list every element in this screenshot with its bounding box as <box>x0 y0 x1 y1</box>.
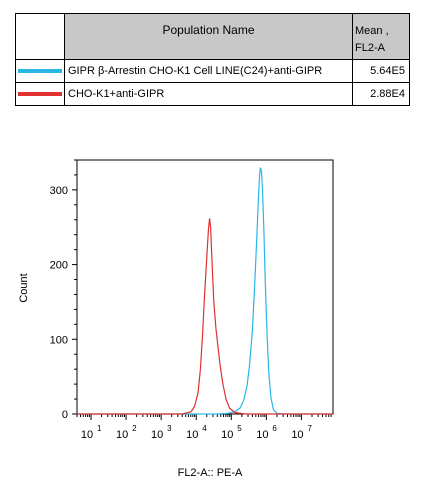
legend-row: CHO-K1+anti-GIPR 2.88E4 <box>15 82 410 106</box>
x-tick-label: 10 <box>221 429 233 441</box>
plot-layer: 0 100 200 300 10 1 10 2 10 3 10 4 10 5 10 6 10 7 <box>50 159 334 441</box>
y-axis-label: Count <box>18 273 30 302</box>
x-tick-exponent: 4 <box>202 424 207 433</box>
x-axis-label: FL2-A:: PE-A <box>178 467 243 479</box>
x-tick-label: 10 <box>291 429 303 441</box>
legend-swatch-red <box>18 92 62 96</box>
x-tick-exponent: 2 <box>132 424 137 433</box>
x-tick-label: 10 <box>116 429 128 441</box>
legend-table: Population Name Mean , FL2-A GIPR β-Arres… <box>15 13 410 106</box>
histogram-series-line <box>77 167 333 415</box>
legend-series-mean: 2.88E4 <box>352 82 410 106</box>
y-tick-label: 100 <box>50 334 68 346</box>
x-tick-exponent: 1 <box>97 424 102 433</box>
legend-header-blank <box>15 13 65 60</box>
y-tick-label: 300 <box>50 185 68 197</box>
legend-series-mean: 5.64E5 <box>352 59 410 83</box>
legend-series-name: CHO-K1+anti-GIPR <box>64 82 353 106</box>
legend-swatch-cell <box>15 59 65 83</box>
legend-swatch-blue <box>18 69 62 73</box>
legend-row: GIPR β-Arrestin CHO-K1 Cell LINE(C24)+an… <box>15 59 410 83</box>
x-tick-label: 10 <box>81 429 93 441</box>
legend-header-mean-line1: Mean , <box>355 25 389 37</box>
y-tick-label: 0 <box>62 409 68 421</box>
x-tick-label: 10 <box>151 429 163 441</box>
x-tick-label: 10 <box>186 429 198 441</box>
legend-header-mean: Mean , FL2-A <box>352 13 410 60</box>
x-tick-exponent: 7 <box>307 424 312 433</box>
legend-swatch-cell <box>15 82 65 106</box>
x-tick-exponent: 3 <box>167 424 172 433</box>
x-tick-exponent: 5 <box>237 424 242 433</box>
histogram-series-line <box>77 218 333 415</box>
y-tick-label: 200 <box>50 260 68 272</box>
x-tick-exponent: 6 <box>272 424 277 433</box>
x-tick-label: 10 <box>256 429 268 441</box>
legend-header-mean-line2: FL2-A <box>355 42 385 54</box>
